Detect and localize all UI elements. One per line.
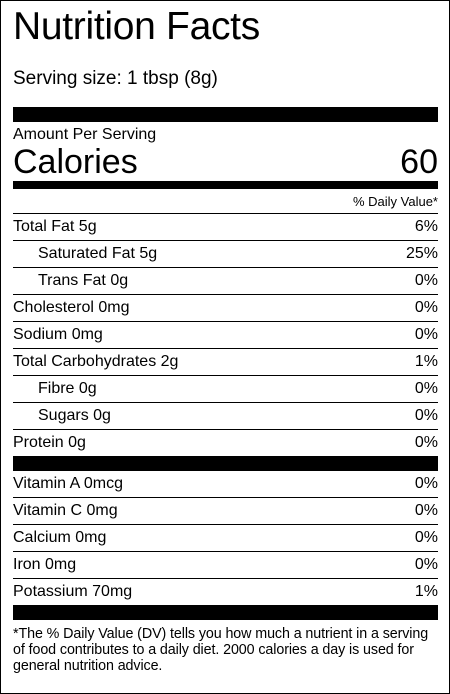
nutrient-name: Sugars 0g <box>38 407 111 424</box>
nutrient-dv: 0% <box>414 326 438 343</box>
nutrient-dv: 0% <box>414 434 438 451</box>
nutrient-dv: 25% <box>405 245 438 262</box>
nutrient-dv: 0% <box>414 272 438 289</box>
nutrient-row-total-carbohydrates: Total Carbohydrates 2g 1% <box>13 349 438 376</box>
nutrient-dv: 0% <box>414 407 438 424</box>
nutrient-dv: 6% <box>414 218 438 235</box>
vitamin-row-vitamin-c: Vitamin C 0mg 0% <box>13 498 438 525</box>
thick-divider <box>13 107 438 122</box>
nutrient-dv: 0% <box>414 380 438 397</box>
nutrient-name: Fibre 0g <box>38 380 97 397</box>
vitamin-name: Potassium 70mg <box>13 583 133 600</box>
nutrient-name: Total Carbohydrates 2g <box>13 353 179 370</box>
nutrient-name: Cholesterol 0mg <box>13 299 130 316</box>
nutrient-dv: 1% <box>414 353 438 370</box>
calories-value: 60 <box>400 143 438 181</box>
daily-value-header: % Daily Value* <box>13 189 438 214</box>
nutrient-row-trans-fat: Trans Fat 0g 0% <box>13 268 438 295</box>
vitamin-name: Vitamin A 0mcg <box>13 475 123 492</box>
nutrient-name: Protein 0g <box>13 434 86 451</box>
vitamin-dv: 0% <box>414 529 438 546</box>
nutrient-row-sodium: Sodium 0mg 0% <box>13 322 438 349</box>
section-divider <box>13 605 438 620</box>
amount-per-serving: Amount Per Serving <box>13 126 157 143</box>
vitamin-name: Vitamin C 0mg <box>13 502 118 519</box>
nutrient-row-saturated-fat: Saturated Fat 5g 25% <box>13 241 438 268</box>
medium-divider <box>13 181 438 189</box>
calories-row: Calories 60 <box>13 144 438 180</box>
vitamin-row-potassium: Potassium 70mg 1% <box>13 579 438 605</box>
nutrient-row-fibre: Fibre 0g 0% <box>13 376 438 403</box>
nutrient-name: Trans Fat 0g <box>38 272 129 289</box>
vitamin-dv: 0% <box>414 556 438 573</box>
vitamin-row-iron: Iron 0mg 0% <box>13 552 438 579</box>
vitamin-name: Iron 0mg <box>13 556 77 573</box>
nutrient-dv: 0% <box>414 299 438 316</box>
vitamin-row-calcium: Calcium 0mg 0% <box>13 525 438 552</box>
vitamin-dv: 0% <box>414 502 438 519</box>
nutrient-name: Total Fat 5g <box>13 218 97 235</box>
nutrient-row-total-fat: Total Fat 5g 6% <box>13 214 438 241</box>
daily-value-footnote: *The % Daily Value (DV) tells you how mu… <box>13 626 429 674</box>
vitamin-dv: 0% <box>414 475 438 492</box>
nutrient-name: Sodium 0mg <box>13 326 103 343</box>
label-title: Nutrition Facts <box>13 5 260 48</box>
nutrient-row-protein: Protein 0g 0% <box>13 430 438 456</box>
vitamin-row-vitamin-a: Vitamin A 0mcg 0% <box>13 471 438 498</box>
nutrient-row-cholesterol: Cholesterol 0mg 0% <box>13 295 438 322</box>
nutrient-name: Saturated Fat 5g <box>38 245 158 262</box>
vitamin-dv: 1% <box>414 583 438 600</box>
section-divider <box>13 456 438 471</box>
calories-label: Calories <box>13 143 138 181</box>
nutrient-row-sugars: Sugars 0g 0% <box>13 403 438 430</box>
vitamin-name: Calcium 0mg <box>13 529 107 546</box>
serving-size: Serving size: 1 tbsp (8g) <box>13 68 218 89</box>
